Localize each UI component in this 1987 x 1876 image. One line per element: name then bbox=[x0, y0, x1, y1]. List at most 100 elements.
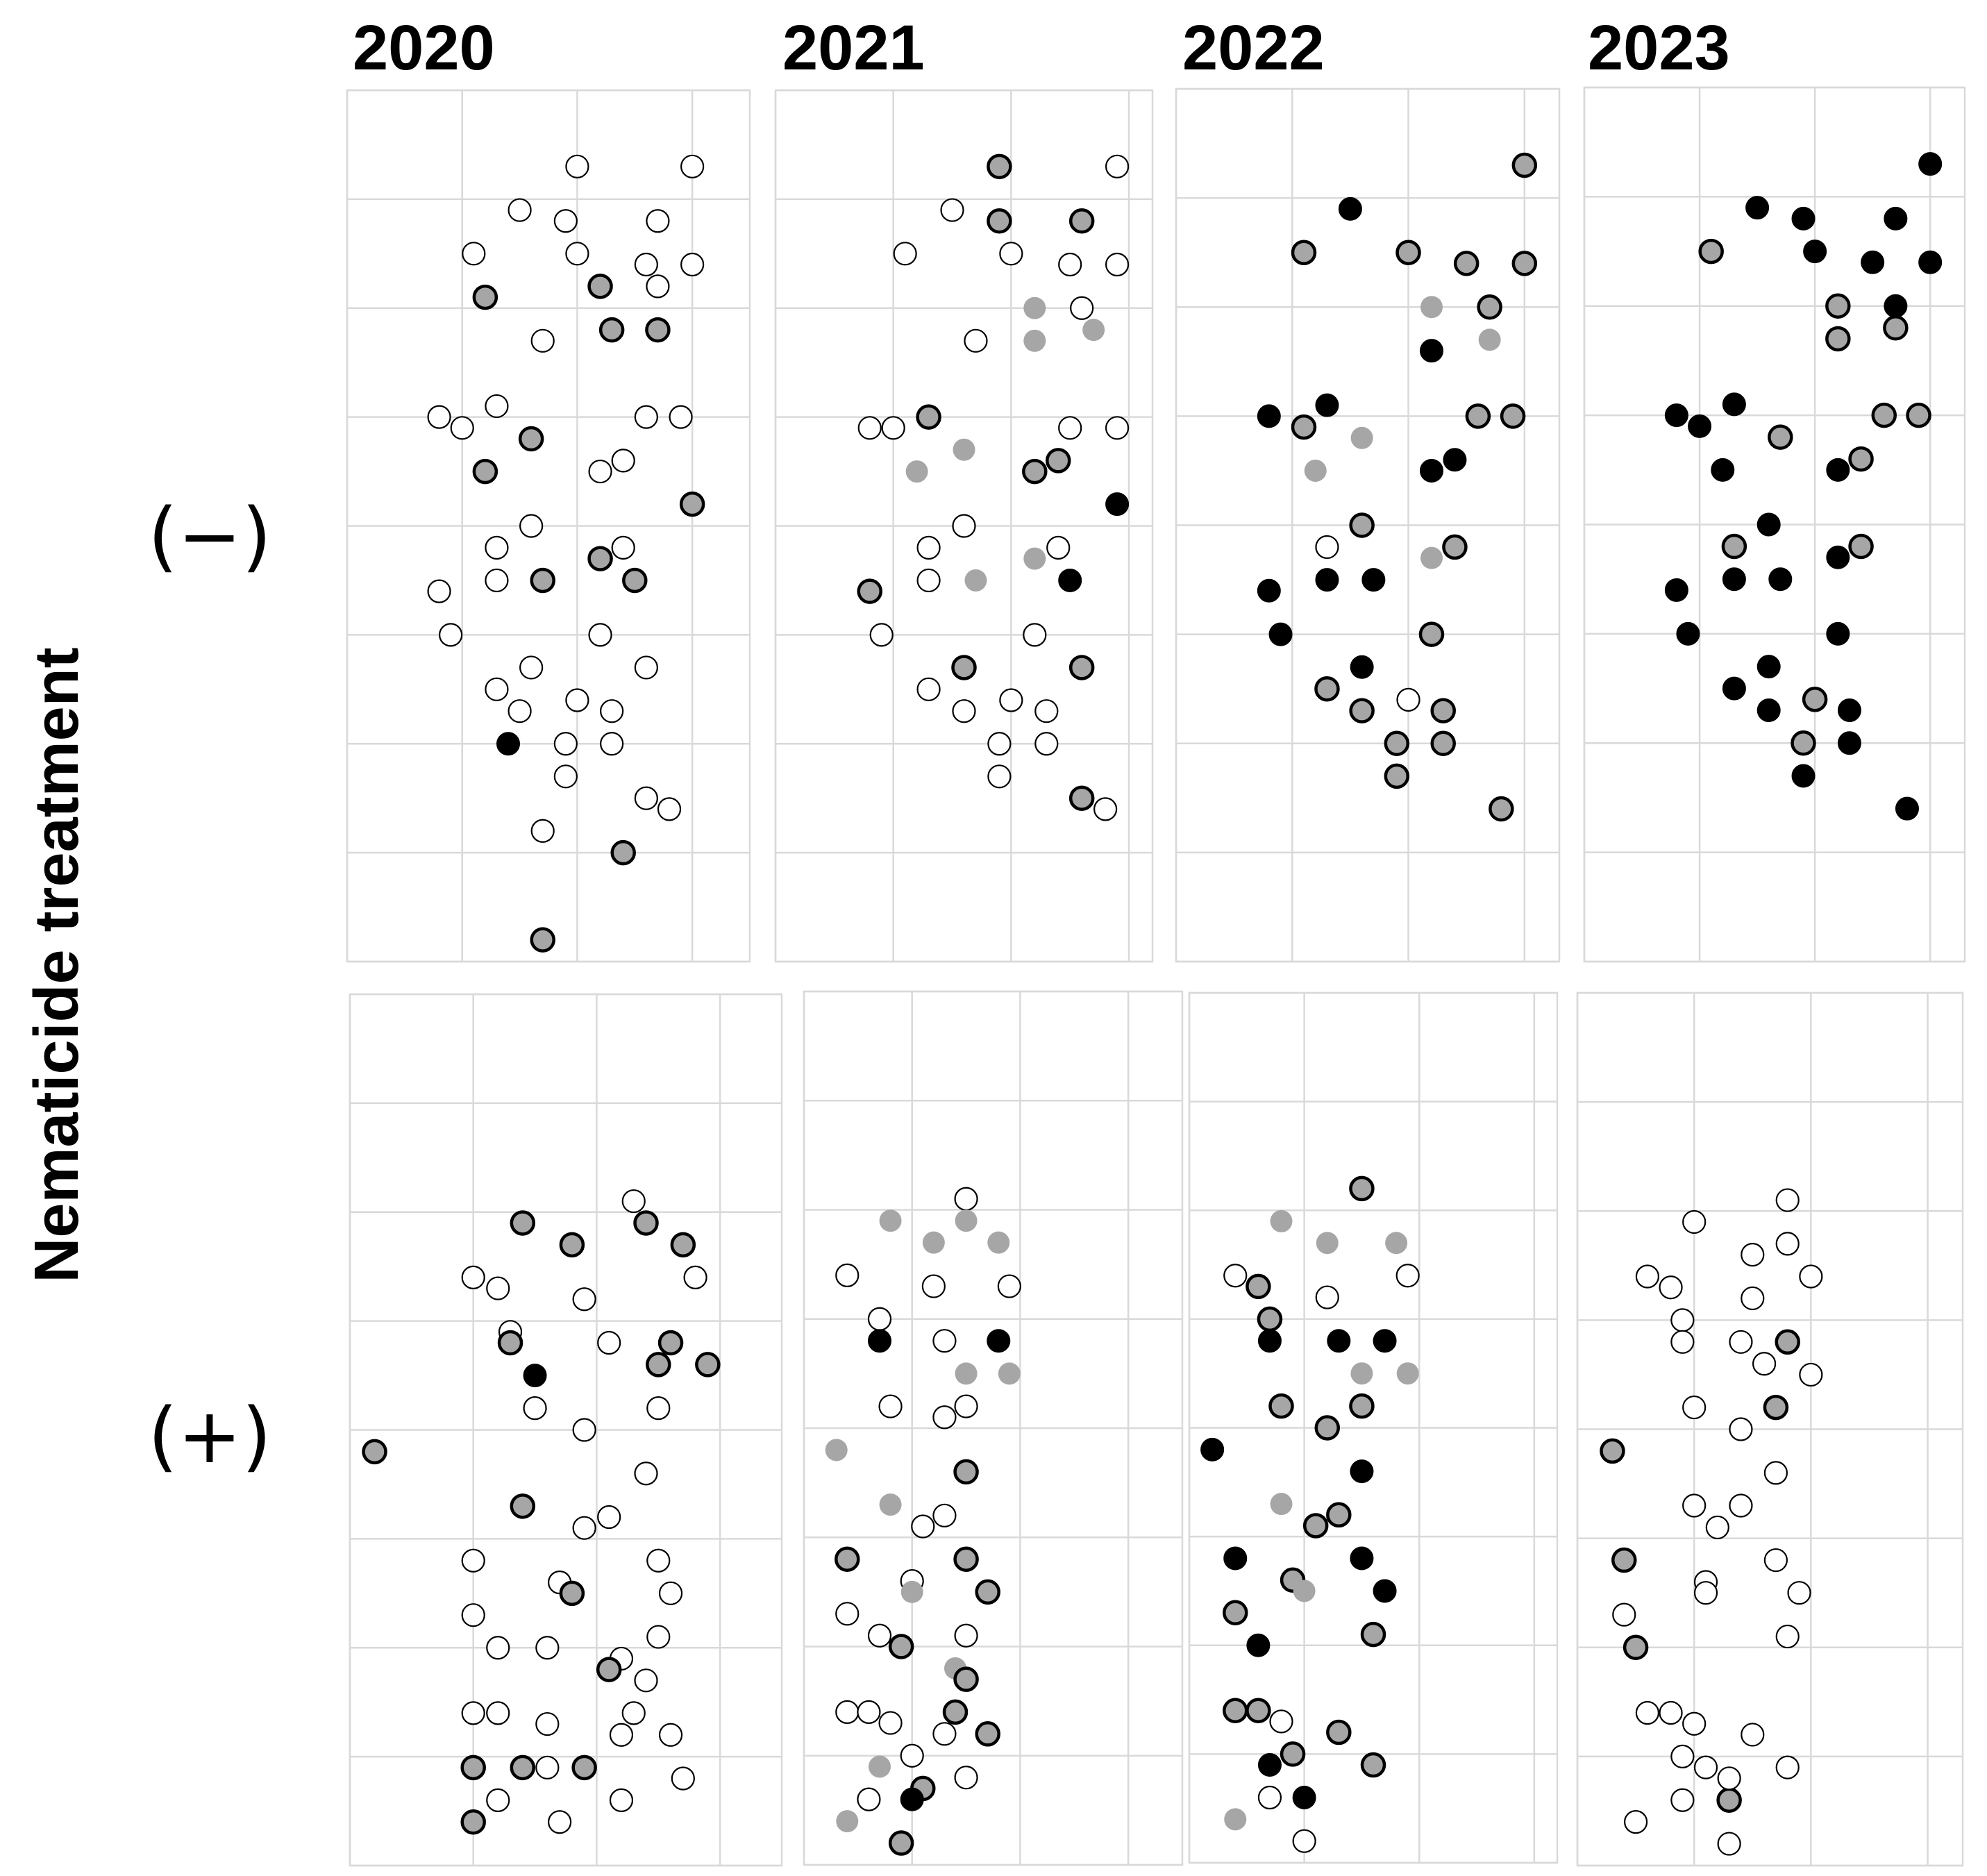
panel-border bbox=[803, 990, 1184, 1866]
data-point bbox=[1349, 512, 1375, 538]
data-point bbox=[510, 1754, 536, 1781]
data-point bbox=[535, 1711, 560, 1736]
data-point bbox=[1360, 1752, 1386, 1778]
data-point bbox=[1268, 622, 1293, 646]
data-point bbox=[835, 1263, 860, 1287]
data-point bbox=[954, 1394, 978, 1418]
panel-border bbox=[349, 993, 783, 1867]
data-point bbox=[427, 405, 451, 429]
data-point bbox=[657, 797, 682, 821]
data-point bbox=[588, 459, 612, 484]
data-point bbox=[646, 274, 670, 299]
data-point bbox=[1837, 698, 1861, 723]
data-point bbox=[523, 1364, 547, 1388]
data-point bbox=[878, 1711, 903, 1735]
data-point bbox=[955, 1362, 978, 1385]
data-point bbox=[1361, 568, 1386, 592]
panel-2023-plus bbox=[1576, 991, 1964, 1867]
data-point bbox=[1791, 764, 1816, 788]
data-point bbox=[1350, 1546, 1374, 1571]
data-point bbox=[1246, 1633, 1271, 1657]
data-point bbox=[987, 1231, 1010, 1254]
data-point bbox=[1291, 240, 1317, 265]
data-point bbox=[646, 1548, 671, 1573]
data-point bbox=[999, 688, 1023, 712]
data-point bbox=[508, 699, 532, 723]
data-point bbox=[900, 1787, 924, 1811]
data-point bbox=[1670, 1788, 1695, 1812]
data-point bbox=[572, 1516, 596, 1540]
data-point bbox=[1326, 1719, 1352, 1745]
data-point bbox=[1763, 1394, 1789, 1421]
data-point bbox=[987, 153, 1012, 180]
data-point bbox=[1826, 621, 1850, 646]
data-point bbox=[1430, 698, 1456, 723]
data-point bbox=[868, 1329, 891, 1353]
row-label-plus: (+) bbox=[148, 1391, 271, 1480]
data-point bbox=[460, 1809, 486, 1835]
data-point bbox=[932, 1405, 957, 1430]
data-point bbox=[1316, 1232, 1339, 1255]
data-point bbox=[1848, 446, 1874, 472]
data-point bbox=[835, 1700, 860, 1724]
data-point bbox=[964, 328, 988, 353]
data-point bbox=[565, 242, 589, 266]
data-point bbox=[559, 1232, 585, 1258]
data-point bbox=[825, 1439, 848, 1462]
panel-2022-minus bbox=[1175, 87, 1561, 963]
data-point bbox=[1664, 403, 1688, 428]
data-point bbox=[1420, 296, 1443, 319]
data-point bbox=[1257, 404, 1281, 428]
data-point bbox=[596, 1657, 622, 1682]
data-point bbox=[1670, 1308, 1695, 1332]
data-point bbox=[1034, 699, 1059, 723]
data-point bbox=[1257, 1306, 1283, 1332]
data-point bbox=[633, 1210, 659, 1236]
data-point bbox=[932, 1329, 957, 1353]
data-point bbox=[462, 242, 486, 266]
data-point bbox=[954, 1766, 978, 1790]
data-point bbox=[1884, 206, 1908, 231]
data-point bbox=[597, 1505, 621, 1530]
data-point bbox=[1350, 1459, 1374, 1484]
data-point bbox=[1799, 1362, 1823, 1387]
data-point bbox=[1741, 1286, 1765, 1311]
data-point bbox=[1803, 240, 1827, 264]
data-point bbox=[1895, 796, 1919, 821]
data-point bbox=[610, 839, 636, 866]
data-point bbox=[486, 1788, 510, 1812]
data-point bbox=[658, 1723, 683, 1747]
data-point bbox=[1716, 1787, 1742, 1813]
panel-border bbox=[346, 89, 751, 963]
data-point bbox=[1741, 1723, 1765, 1747]
data-point bbox=[634, 1462, 658, 1486]
data-point bbox=[680, 154, 705, 178]
data-point bbox=[519, 514, 544, 538]
data-point bbox=[670, 1232, 696, 1258]
data-point bbox=[1659, 1275, 1683, 1300]
data-point bbox=[472, 458, 498, 485]
data-point bbox=[1906, 402, 1931, 428]
data-point bbox=[609, 1788, 634, 1812]
data-point bbox=[634, 786, 658, 810]
panel-2020-minus bbox=[346, 89, 751, 963]
data-point bbox=[485, 677, 509, 701]
data-point bbox=[835, 1546, 860, 1572]
data-point bbox=[953, 1666, 979, 1692]
data-point bbox=[1477, 294, 1502, 320]
data-point bbox=[1105, 492, 1130, 517]
data-point bbox=[1442, 534, 1468, 560]
data-point bbox=[1745, 196, 1770, 220]
data-point bbox=[485, 568, 509, 593]
data-point bbox=[530, 927, 555, 953]
data-point bbox=[1453, 251, 1479, 276]
data-point bbox=[559, 1580, 585, 1607]
data-point bbox=[450, 416, 474, 440]
data-point bbox=[1757, 698, 1781, 723]
data-point bbox=[869, 1755, 891, 1778]
data-point bbox=[1768, 567, 1793, 592]
data-point bbox=[622, 567, 648, 594]
data-point bbox=[1396, 687, 1420, 712]
data-point bbox=[881, 416, 905, 440]
